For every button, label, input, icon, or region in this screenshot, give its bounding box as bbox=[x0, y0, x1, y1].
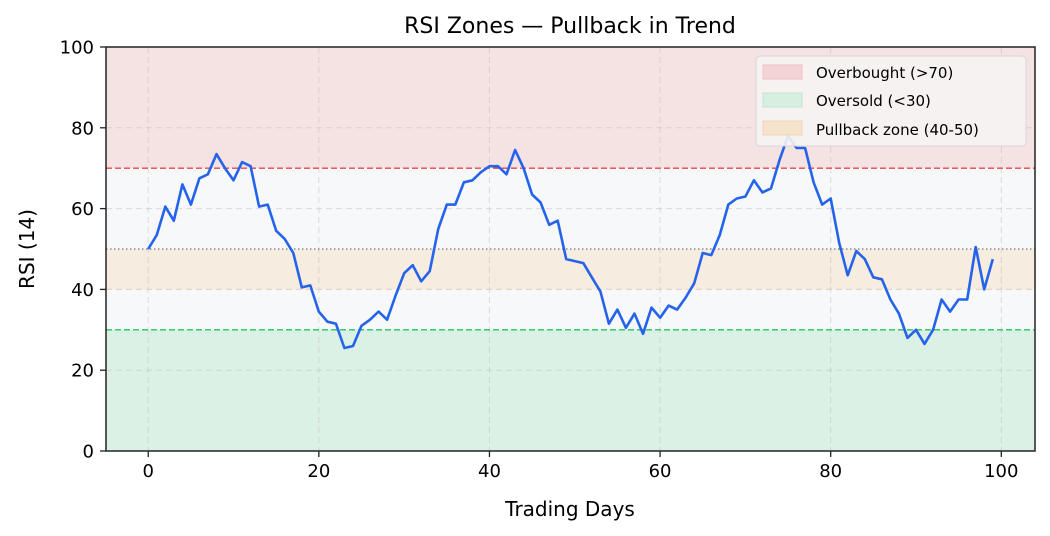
chart-title: RSI Zones — Pullback in Trend bbox=[404, 14, 736, 39]
oversold-zone bbox=[106, 329, 1035, 451]
rsi-series-line bbox=[147, 134, 995, 350]
y-tick-label: 20 bbox=[71, 361, 94, 382]
oversold-swatch-icon bbox=[762, 92, 803, 108]
axes-frame bbox=[105, 46, 1036, 452]
y-tick-label: 0 bbox=[83, 442, 94, 463]
x-axis: 0 20 40 60 80 100 bbox=[143, 451, 1018, 482]
legend-item-pullback: Pullback zone (40-50) bbox=[762, 120, 979, 139]
legend-label-overbought: Overbought (>70) bbox=[816, 64, 953, 82]
x-tick-label: 100 bbox=[984, 461, 1018, 482]
x-tick-label: 80 bbox=[819, 461, 842, 482]
overbought-swatch-icon bbox=[762, 64, 803, 80]
y-axis: 0 20 40 60 80 100 bbox=[60, 38, 106, 463]
y-tick-label: 100 bbox=[60, 38, 94, 59]
legend-label-pullback: Pullback zone (40-50) bbox=[816, 121, 979, 139]
y-axis-label: RSI (14) bbox=[15, 209, 39, 289]
x-tick-label: 20 bbox=[307, 461, 330, 482]
y-tick-label: 80 bbox=[71, 118, 94, 139]
legend-item-overbought: Overbought (>70) bbox=[762, 64, 953, 82]
pullback-zone bbox=[106, 249, 1035, 290]
x-axis-label: Trading Days bbox=[504, 497, 635, 521]
x-tick-label: 0 bbox=[143, 461, 154, 482]
legend-item-oversold: Oversold (<30) bbox=[762, 92, 931, 110]
y-tick-label: 40 bbox=[71, 280, 94, 301]
x-tick-label: 40 bbox=[478, 461, 501, 482]
x-tick-label: 60 bbox=[649, 461, 672, 482]
pullback-swatch-icon bbox=[762, 120, 803, 136]
legend-label-oversold: Oversold (<30) bbox=[816, 92, 931, 110]
y-tick-label: 60 bbox=[71, 199, 94, 220]
legend: Overbought (>70) Oversold (<30) Pullback… bbox=[755, 55, 1027, 147]
legend-box bbox=[755, 55, 1027, 147]
